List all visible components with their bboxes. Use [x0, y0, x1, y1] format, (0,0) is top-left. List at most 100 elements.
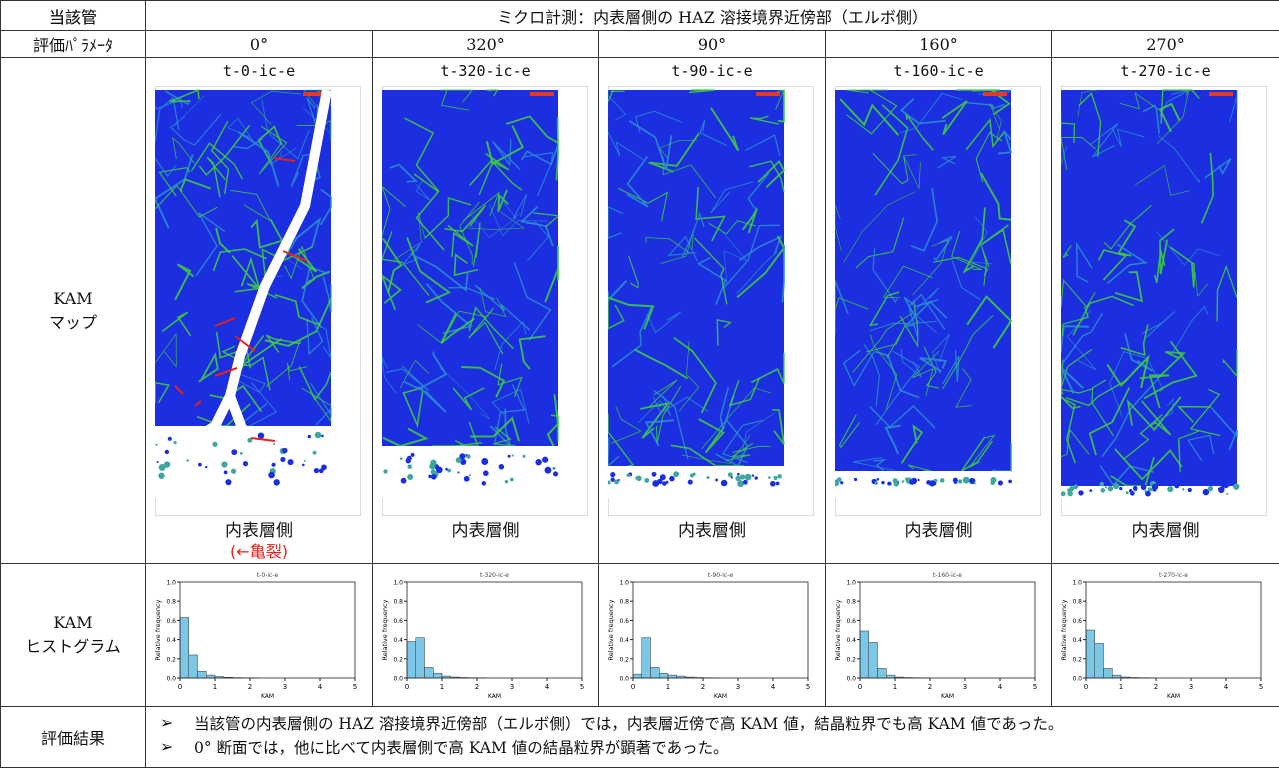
speckle: [168, 437, 172, 441]
speckle: [1126, 491, 1129, 494]
speckle: [243, 461, 248, 466]
speckle: [1100, 488, 1105, 493]
x-tick-label: 3: [1189, 683, 1193, 691]
speckle: [1008, 480, 1012, 484]
hist-bar: [1104, 668, 1113, 678]
x-tick-label: 3: [963, 683, 967, 691]
speckle: [512, 455, 514, 457]
speckle: [773, 476, 777, 480]
speckle: [459, 453, 465, 459]
speckle: [173, 441, 176, 444]
y-tick-label: 0.4: [619, 637, 629, 644]
y-tick-label: 1.0: [393, 580, 403, 587]
hist-bar: [668, 675, 677, 678]
hist-row-label: ヒストグラム: [25, 635, 121, 659]
speckle: [837, 477, 842, 482]
speckle: [626, 473, 630, 477]
hist-bar: [1086, 630, 1095, 678]
result-item: 0° 断面では，他に比べて内表層側で高 KAM 値の結晶粒界が顕著であった。: [194, 736, 729, 758]
x-tick-label: 0: [178, 683, 182, 691]
speckle: [1174, 483, 1179, 488]
hist-bar: [407, 642, 416, 678]
speckle: [669, 476, 674, 481]
speckle: [510, 478, 514, 482]
plot-frame: [1086, 582, 1261, 678]
speckle: [875, 479, 877, 481]
hist-bar: [180, 618, 189, 678]
y-tick-label: 0.6: [393, 618, 403, 625]
speckle: [894, 481, 899, 486]
y-tick-label: 0.2: [1072, 656, 1082, 663]
speckle: [288, 459, 294, 465]
hist-bar: [1095, 643, 1104, 678]
x-tick-label: 0: [631, 683, 635, 691]
y-tick-label: 0.6: [166, 618, 176, 625]
speckle: [273, 479, 279, 485]
hist-bar: [633, 674, 642, 678]
y-axis-label: Relative frequency: [834, 599, 842, 660]
x-tick-label: 5: [353, 683, 357, 691]
map-row-label: KAM: [53, 287, 92, 311]
speckle: [466, 454, 470, 458]
angle-label: 320°: [466, 35, 505, 54]
speckle: [933, 482, 936, 485]
map-side: 内表層側: [826, 516, 1051, 541]
x-tick-label: 0: [1084, 683, 1088, 691]
speckle: [917, 479, 919, 481]
plot-frame: [860, 582, 1035, 678]
speckle: [1119, 487, 1122, 490]
speckle: [902, 480, 905, 483]
speckle: [401, 478, 407, 484]
speckle: [314, 468, 319, 473]
y-tick-label: 1.0: [846, 580, 856, 587]
speckle: [1108, 486, 1113, 491]
param-label: 評価ﾊﾟﾗﾒｰﾀ: [33, 32, 113, 56]
speckle: [1067, 489, 1070, 492]
speckle: [776, 482, 780, 486]
speckle: [998, 480, 1003, 485]
speckle: [383, 469, 387, 473]
kam-map-image: [1061, 86, 1267, 516]
speckle: [768, 476, 771, 479]
hist-bar: [425, 667, 434, 678]
speckle: [469, 474, 471, 476]
x-axis-label: KAM: [714, 693, 727, 700]
y-tick-label: 0.4: [1072, 637, 1082, 644]
map-side: 内表層側: [599, 516, 825, 541]
map-name: t-90-ic-e: [599, 62, 825, 80]
map-side: 内表層側: [1052, 516, 1279, 541]
hist-title: t-90-ic-e: [708, 572, 733, 579]
speckle: [313, 451, 317, 455]
y-tick-label: 0.2: [166, 656, 176, 663]
speckle: [457, 471, 459, 473]
speckle: [721, 480, 728, 487]
kam-map-image: [382, 86, 588, 516]
speckle: [523, 455, 526, 458]
plot-frame: [180, 582, 355, 678]
hist-bar: [198, 671, 207, 678]
y-tick-label: 0.4: [166, 637, 176, 644]
plot-frame: [407, 582, 582, 678]
speckle: [165, 450, 169, 454]
speckle: [231, 469, 236, 474]
results-label: 評価結果: [41, 725, 105, 749]
map-name: t-160-ic-e: [826, 62, 1051, 80]
speckle: [1167, 486, 1173, 492]
x-tick-label: 2: [1154, 683, 1158, 691]
speckle: [221, 461, 227, 467]
x-tick-label: 4: [771, 683, 776, 691]
speckle: [1148, 487, 1152, 491]
x-tick-label: 5: [1259, 683, 1263, 691]
speckle: [164, 461, 170, 467]
y-tick-label: 0.8: [166, 599, 176, 606]
speckle: [1182, 488, 1184, 490]
speckle: [1105, 486, 1107, 488]
speckle: [644, 478, 649, 483]
